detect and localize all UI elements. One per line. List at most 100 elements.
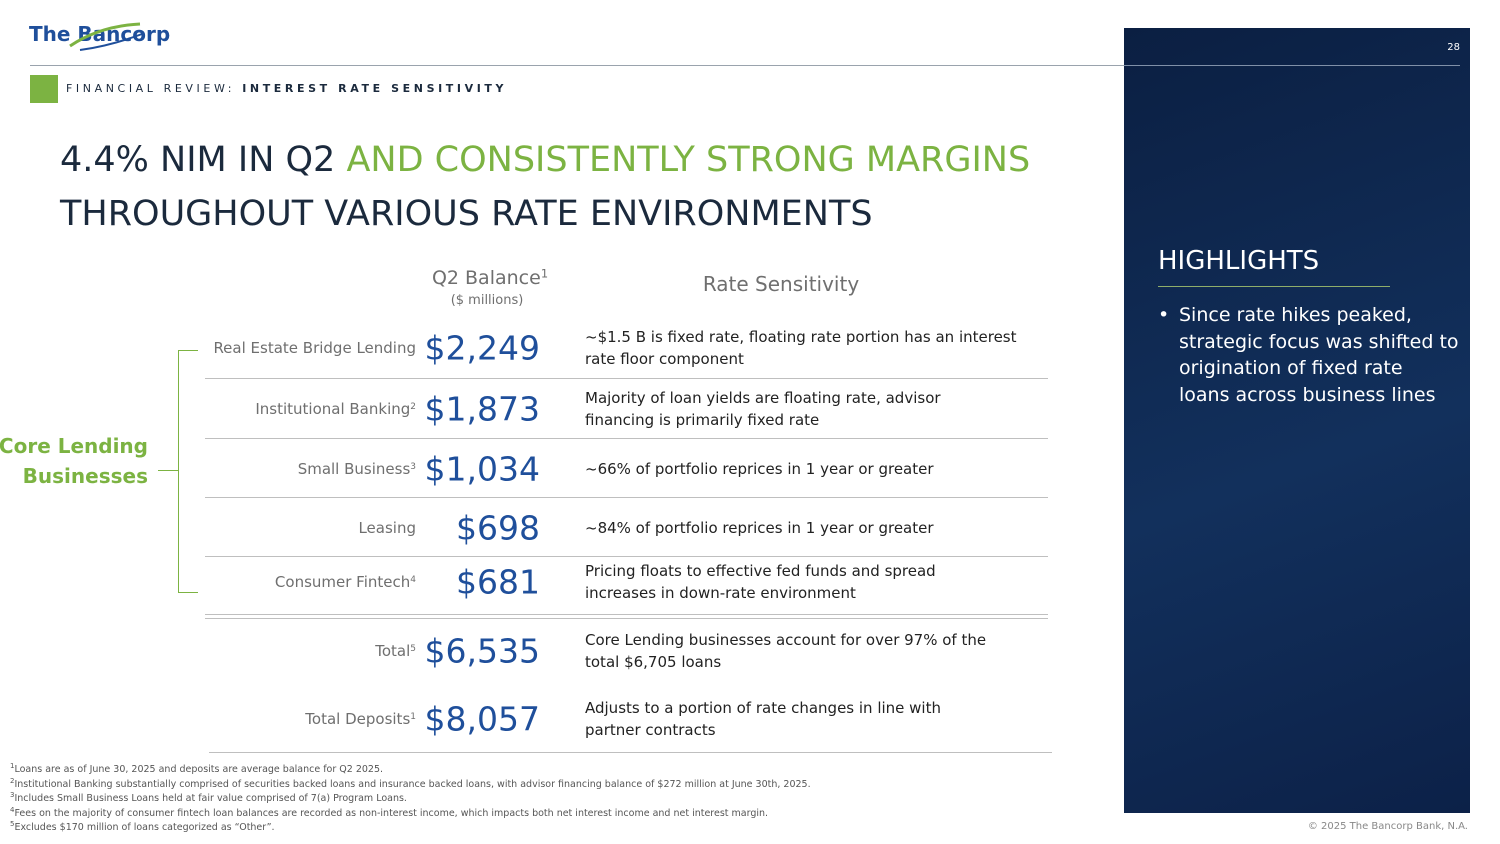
row-text-line: financing is primarily fixed rate — [585, 411, 820, 429]
row-text: Core Lending businesses account for over… — [585, 629, 986, 673]
highlights-rule — [1158, 286, 1390, 287]
row-label-text: Consumer Fintech — [274, 573, 411, 591]
row-label: Consumer Fintech4 — [275, 573, 416, 591]
row-label: Total Deposits1 — [305, 710, 416, 728]
row-text: ~84% of portfolio reprices in 1 year or … — [585, 517, 934, 539]
header-rule — [1124, 65, 1460, 66]
footnote: 1Loans are as of June 30, 2025 and depos… — [10, 762, 384, 775]
row-value: $8,057 — [424, 699, 540, 739]
row-text-line: Adjusts to a portion of rate changes in … — [585, 699, 941, 717]
footnote-mark: 4 — [10, 805, 15, 814]
row-text: Majority of loan yields are floating rat… — [585, 387, 941, 431]
row-label: Institutional Banking2 — [255, 400, 416, 418]
footnote-mark: 2 — [10, 776, 15, 785]
note: 5 — [410, 644, 416, 655]
group-label: Core Lending Businesses — [0, 431, 148, 491]
footnote: 4Fees on the majority of consumer fintec… — [10, 805, 769, 819]
note: 3 — [410, 462, 416, 473]
note: 1 — [410, 712, 416, 723]
balance-unit: ($ millions) — [450, 293, 524, 308]
footnote: 2Institutional Banking substantially com… — [10, 776, 811, 790]
row-label-text: Total — [375, 642, 411, 660]
bullet: • — [1158, 304, 1170, 326]
footnote-text: Fees on the majority of consumer fintech… — [14, 807, 769, 819]
row-separator — [205, 618, 1048, 619]
footnote-mark: 5 — [10, 820, 15, 829]
row-text: ~66% of portfolio reprices in 1 year or … — [585, 458, 934, 480]
row-value: $2,249 — [424, 328, 540, 368]
title-line-2: THROUGHOUT VARIOUS RATE ENVIRONMENTS — [60, 194, 873, 234]
section-square — [30, 75, 58, 103]
row-label: Small Business3 — [298, 460, 416, 478]
balance-header: Q2 Balance1 — [432, 267, 548, 289]
balance-header-text: Q2 Balance — [431, 267, 541, 289]
row-value: $698 — [456, 508, 540, 548]
row-separator — [205, 497, 1048, 498]
footnote-mark: 3 — [10, 791, 15, 800]
bracket — [178, 592, 198, 593]
row-text: Pricing floats to effective fed funds an… — [585, 560, 936, 604]
row-label-text: Institutional Banking — [255, 400, 411, 418]
row-label-text: Real Estate Bridge Lending — [213, 339, 416, 357]
row-label: Total5 — [375, 642, 416, 660]
row-value: $681 — [456, 562, 540, 602]
header-rule — [30, 65, 1460, 66]
note: 2 — [410, 402, 416, 413]
bracket — [158, 470, 178, 471]
row-value: $6,535 — [424, 631, 540, 671]
note: 1 — [540, 266, 549, 281]
highlight-line: origination of fixed rate — [1179, 357, 1403, 379]
bracket — [178, 350, 198, 351]
bracket — [178, 350, 179, 592]
row-label-text: Leasing — [358, 519, 416, 537]
row-text-line: increases in down-rate environment — [585, 584, 856, 602]
highlight-line: loans across business lines — [1179, 383, 1436, 406]
footnote: 5Excludes $170 million of loans categori… — [10, 820, 275, 834]
row-text-line: rate floor component — [585, 350, 744, 368]
title-line-1: 4.4% NIM IN Q2 AND CONSISTENTLY STRONG M… — [60, 140, 1030, 180]
row-value: $1,873 — [424, 389, 540, 429]
highlight-line: strategic focus was shifted to — [1179, 330, 1459, 353]
row-text-line: Majority of loan yields are floating rat… — [585, 389, 941, 407]
title-green: AND CONSISTENTLY STRONG MARGINS — [346, 140, 1031, 180]
group-label-line: Businesses — [22, 464, 148, 488]
group-label-line: Core Lending — [0, 434, 148, 458]
row-separator — [205, 614, 1048, 615]
page-number: 28 — [1447, 42, 1460, 53]
row-text-line: ~$1.5 B is fixed rate, floating rate por… — [585, 328, 1017, 346]
footnote: 3Includes Small Business Loans held at f… — [10, 791, 407, 805]
note: 4 — [410, 575, 416, 586]
footnote-text: Includes Small Business Loans held at fa… — [14, 793, 407, 805]
row-text-line: partner contracts — [585, 721, 716, 739]
row-separator — [205, 556, 1048, 557]
title-dark: 4.4% NIM IN Q2 — [60, 140, 336, 180]
section-label: FINANCIAL REVIEW: INTEREST RATE SENSITIV… — [66, 82, 507, 95]
highlights-panel — [1124, 28, 1470, 813]
footnote-mark: 1 — [10, 762, 15, 771]
row-separator — [209, 752, 1052, 753]
row-separator — [205, 438, 1048, 439]
row-text: ~$1.5 B is fixed rate, floating rate por… — [585, 326, 1017, 370]
row-text-line: Core Lending businesses account for over… — [585, 631, 987, 649]
row-text-line: ~66% of portfolio reprices in 1 year or … — [585, 460, 934, 478]
row-label: Real Estate Bridge Lending — [213, 339, 416, 357]
row-text-line: total $6,705 loans — [585, 653, 722, 671]
subsection: INTEREST RATE SENSITIVITY — [242, 82, 508, 95]
footnote-text: Excludes $170 million of loans categoriz… — [14, 822, 275, 834]
row-text-line: ~84% of portfolio reprices in 1 year or … — [585, 519, 934, 537]
sensitivity-header: Rate Sensitivity — [702, 272, 860, 296]
row-label-text: Small Business — [297, 460, 411, 478]
footnote-text: Loans are as of June 30, 2025 and deposi… — [14, 764, 384, 775]
highlight-line: Since rate hikes peaked, — [1179, 304, 1412, 326]
row-text-line: Pricing floats to effective fed funds an… — [585, 562, 936, 580]
row-value: $1,034 — [424, 449, 540, 489]
footnote-text: Institutional Banking substantially comp… — [14, 778, 811, 790]
copyright: © 2025 The Bancorp Bank, N.A. — [1307, 821, 1468, 832]
row-label: Leasing — [358, 519, 416, 537]
row-text: Adjusts to a portion of rate changes in … — [585, 697, 941, 741]
logo: The Bancorp — [29, 22, 171, 46]
row-separator — [205, 378, 1048, 379]
section: FINANCIAL REVIEW: — [66, 82, 236, 95]
row-label-text: Total Deposits — [305, 710, 411, 728]
